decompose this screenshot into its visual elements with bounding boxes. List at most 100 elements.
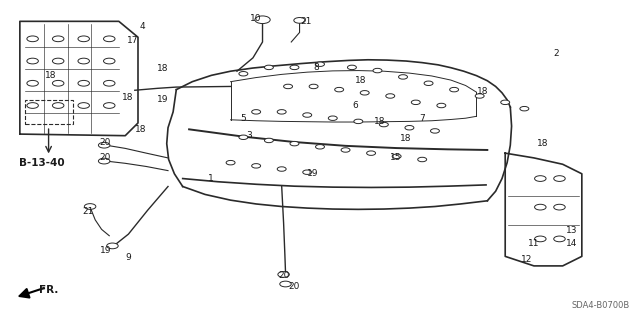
Circle shape [392,154,401,159]
Text: 18: 18 [135,125,147,134]
Text: 14: 14 [566,239,577,248]
Circle shape [341,148,350,152]
Text: 15: 15 [390,153,402,162]
Text: 8: 8 [314,63,319,72]
Circle shape [264,65,273,70]
Text: FR.: FR. [39,285,58,295]
Circle shape [437,103,446,108]
Circle shape [534,236,546,242]
Text: 20: 20 [100,137,111,146]
Circle shape [418,157,427,162]
Circle shape [252,164,260,168]
Text: 18: 18 [122,93,134,102]
Text: 7: 7 [419,114,425,123]
Text: 13: 13 [566,226,577,235]
Circle shape [52,36,64,42]
Circle shape [554,176,565,182]
Text: 18: 18 [400,134,412,143]
Text: 2: 2 [553,48,559,58]
Circle shape [78,103,90,108]
Circle shape [27,36,38,42]
Circle shape [412,100,420,105]
Text: 19: 19 [307,169,319,178]
Text: 10: 10 [250,14,261,23]
Circle shape [316,62,324,66]
Text: 21: 21 [83,207,94,216]
Circle shape [104,80,115,86]
Circle shape [328,116,337,121]
Text: 18: 18 [157,64,169,73]
Circle shape [255,16,270,24]
Text: 5: 5 [240,114,246,123]
Circle shape [354,119,363,123]
Text: 19: 19 [100,246,111,255]
Circle shape [99,142,110,148]
Circle shape [78,36,90,42]
Circle shape [290,65,299,70]
Circle shape [52,58,64,64]
Circle shape [264,138,273,143]
Circle shape [316,145,324,149]
Circle shape [78,80,90,86]
Circle shape [278,271,289,277]
Text: 20: 20 [100,153,111,162]
Text: 17: 17 [127,36,139,45]
Circle shape [534,176,546,182]
Text: SDA4-B0700B: SDA4-B0700B [572,301,630,310]
Circle shape [450,87,459,92]
Circle shape [303,170,312,174]
Text: 18: 18 [476,87,488,96]
Text: 21: 21 [301,17,312,26]
Circle shape [303,113,312,117]
Circle shape [27,58,38,64]
Circle shape [399,75,408,79]
Circle shape [84,204,96,209]
Circle shape [554,204,565,210]
Circle shape [431,129,440,133]
Text: 4: 4 [140,22,145,31]
Circle shape [424,81,433,85]
Circle shape [500,100,509,105]
Circle shape [373,68,382,73]
Circle shape [27,103,38,108]
Text: 9: 9 [125,254,131,263]
Circle shape [367,151,376,155]
Text: 18: 18 [355,76,367,85]
Text: 20: 20 [278,271,290,280]
Circle shape [280,281,291,287]
Text: 3: 3 [246,131,252,140]
Circle shape [277,110,286,114]
Text: 12: 12 [521,255,532,264]
Circle shape [104,36,115,42]
Circle shape [239,135,248,139]
Circle shape [99,158,110,164]
Text: 18: 18 [537,139,548,148]
Text: 18: 18 [45,71,57,80]
Circle shape [52,103,64,108]
Text: 11: 11 [527,239,539,248]
Circle shape [107,243,118,249]
Circle shape [386,94,395,98]
Circle shape [239,71,248,76]
Circle shape [405,125,414,130]
Circle shape [380,122,388,127]
Circle shape [104,103,115,108]
Circle shape [520,107,529,111]
Text: 6: 6 [352,101,358,110]
Circle shape [27,80,38,86]
Circle shape [475,94,484,98]
Circle shape [290,141,299,146]
Circle shape [554,236,565,242]
Circle shape [335,87,344,92]
Circle shape [104,58,115,64]
Circle shape [348,65,356,70]
Circle shape [277,167,286,171]
Text: 18: 18 [374,117,386,126]
Circle shape [52,80,64,86]
Text: 1: 1 [208,174,214,183]
Text: 19: 19 [157,95,169,104]
Text: 20: 20 [288,282,300,291]
Circle shape [284,84,292,89]
Circle shape [360,91,369,95]
Circle shape [226,160,235,165]
